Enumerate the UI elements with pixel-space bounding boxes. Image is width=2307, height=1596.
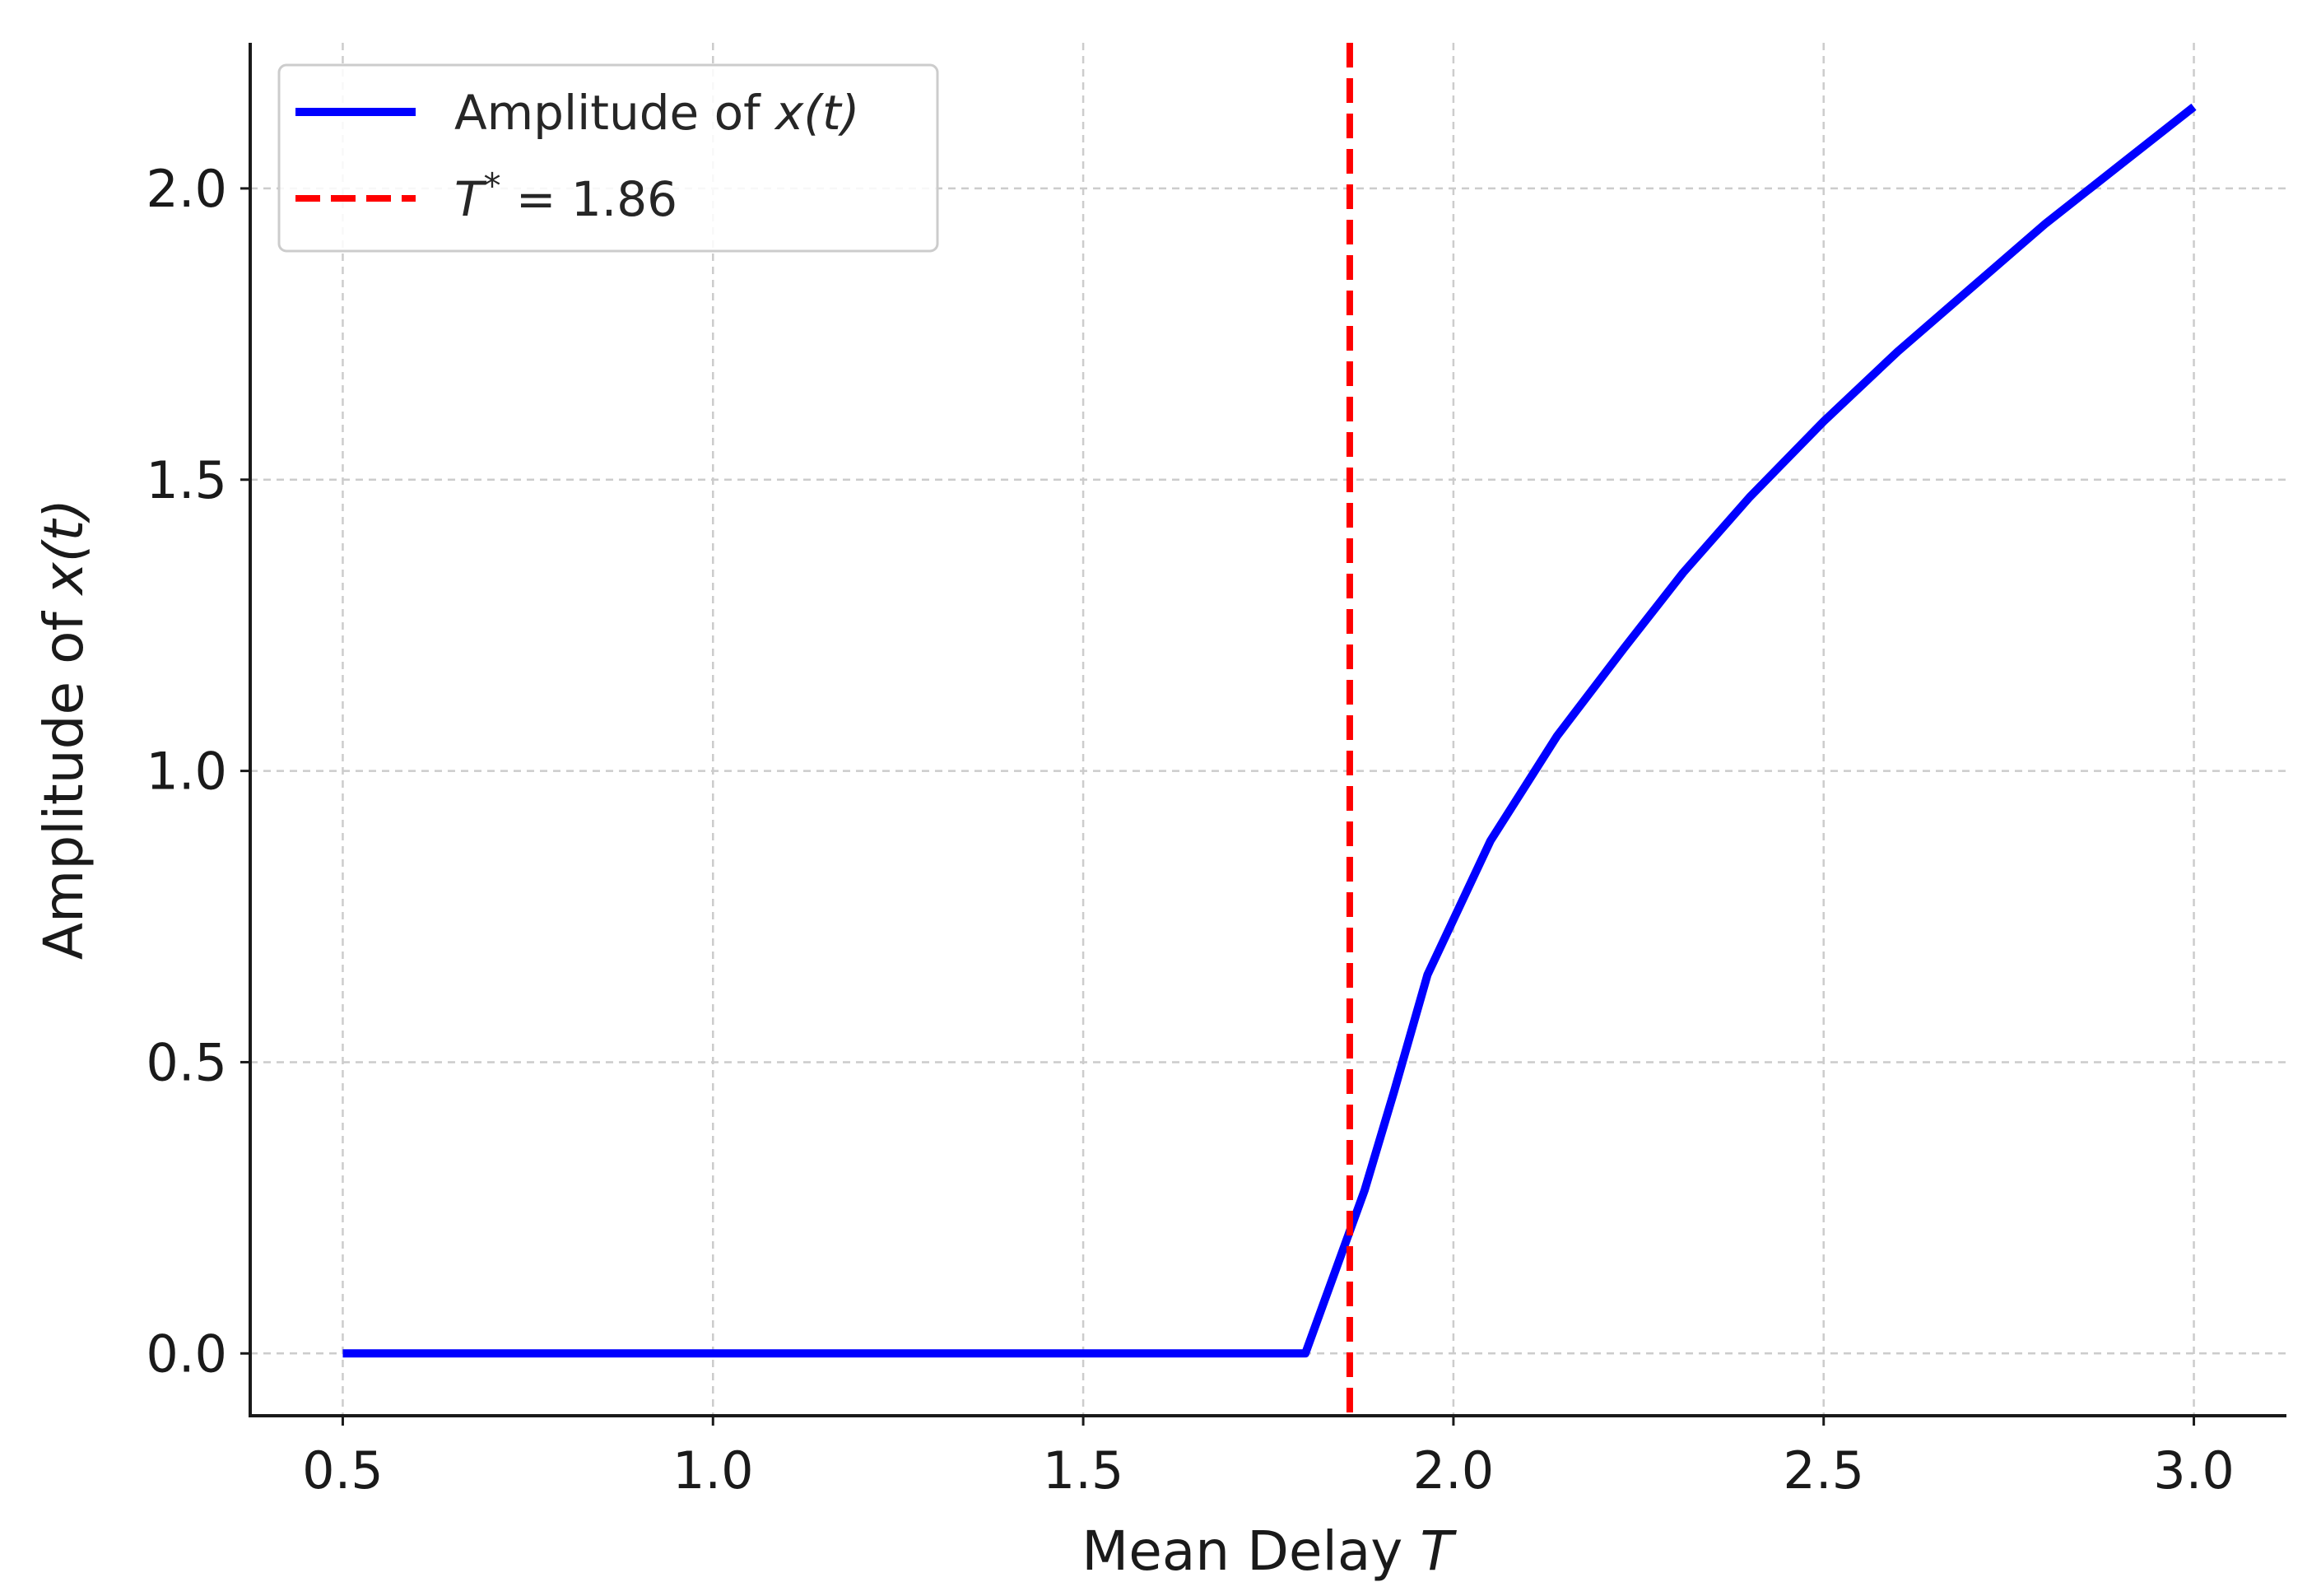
y-tick-label: 0.0 [146, 1324, 227, 1384]
x-tick-label: 1.0 [672, 1440, 754, 1501]
legend-label-amplitude: Amplitude of x(t) [454, 85, 859, 141]
x-tick-label: 2.0 [1413, 1440, 1495, 1501]
x-axis-label: Mean Delay T [1081, 1519, 1457, 1583]
legend: Amplitude of x(t) T* = 1.86 [277, 63, 939, 253]
x-tick-label: 1.5 [1043, 1440, 1124, 1501]
y-ticks: 0.0 0.5 1.0 1.5 2.0 [146, 159, 250, 1384]
axes [249, 43, 2286, 1417]
legend-box [277, 63, 939, 253]
x-ticks: 0.5 1.0 1.5 2.0 2.5 3.0 [302, 1416, 2235, 1501]
series-line-amplitude [342, 103, 2197, 1358]
x-tick-label: 0.5 [302, 1440, 384, 1501]
y-tick-label: 1.5 [146, 450, 227, 510]
y-tick-label: 2.0 [146, 159, 227, 219]
x-tick-label: 2.5 [1783, 1440, 1864, 1501]
series-layer [342, 103, 2197, 1358]
x-tick-label: 3.0 [2153, 1440, 2235, 1501]
legend-label-threshold: T* = 1.86 [454, 165, 677, 227]
y-tick-label: 1.0 [146, 742, 227, 802]
y-axis-label: Amplitude of x(t) [32, 499, 95, 960]
y-tick-label: 0.5 [146, 1032, 227, 1092]
